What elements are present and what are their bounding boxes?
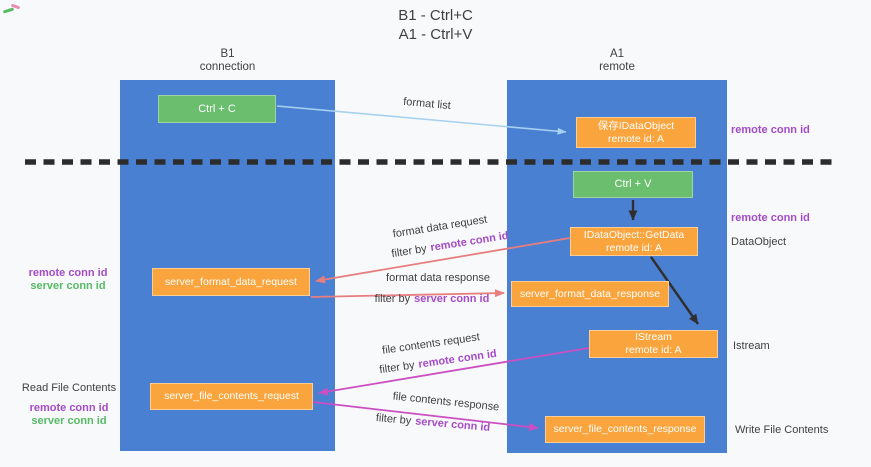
left-conn-id-group-2: remote conn id server conn id bbox=[18, 402, 120, 427]
istream-line1: IStream bbox=[635, 331, 672, 343]
store-dataobject-node: 保存IDataObject remote id: A bbox=[576, 117, 696, 148]
remote-conn-id-label-right: remote conn id bbox=[731, 212, 810, 224]
store-dataobject-line2: remote id: A bbox=[607, 132, 665, 145]
istream-line2: remote id: A bbox=[625, 344, 682, 356]
file-contents-response-arrow bbox=[312, 401, 539, 431]
format-response-label: server_format_data_response bbox=[519, 287, 661, 300]
format-data-request-arrow bbox=[315, 237, 571, 284]
ctrl-c-label: Ctrl + C bbox=[198, 102, 236, 115]
write-file-contents-label: Write File Contents bbox=[735, 424, 829, 436]
left-conn-id-group-1: remote conn id server conn id bbox=[20, 267, 116, 292]
format-list-arrow bbox=[276, 105, 567, 135]
file-contents-request-arrow bbox=[318, 347, 590, 396]
title-line-2: A1 - Ctrl+V bbox=[398, 26, 473, 43]
format-data-response-annotation: format data response bbox=[386, 272, 490, 284]
store-dataobject-line1: 保存IDataObject bbox=[597, 119, 675, 132]
lane-b1-subtitle: connection bbox=[199, 61, 256, 73]
server-format-data-request-node: server_format_data_request bbox=[152, 268, 310, 296]
server-conn-id-text: server conn id bbox=[414, 293, 490, 305]
getdata-line1: IDataObject::GetData bbox=[583, 228, 685, 241]
istream-node: IStream remote id: A bbox=[589, 330, 718, 358]
server-file-contents-request-node: server_file_contents_request bbox=[150, 383, 313, 410]
file-response-label: server_file_contents_response bbox=[553, 423, 697, 435]
lane-a1-title: A1 bbox=[609, 48, 625, 60]
lane-b1-title: B1 bbox=[220, 48, 235, 60]
ctrl-v-label: Ctrl + V bbox=[614, 178, 652, 190]
remote-conn-id-label-top-right: remote conn id bbox=[731, 124, 810, 136]
filter-by-text: filter by bbox=[374, 293, 411, 305]
ctrl-v-node: Ctrl + V bbox=[573, 171, 693, 198]
filter-by-server-conn-id-annotation-1: filter by server conn id bbox=[375, 293, 490, 305]
title-line-1: B1 - Ctrl+C bbox=[398, 7, 473, 24]
getdata-line2: remote id: A bbox=[605, 241, 663, 254]
format-data-response-arrow bbox=[310, 289, 505, 298]
read-file-contents-label: Read File Contents bbox=[21, 382, 117, 394]
server-format-data-response-node: server_format_data_response bbox=[511, 281, 669, 307]
lane-header-a1: A1 remote bbox=[507, 48, 727, 74]
remote-conn-id-label-left-2: remote conn id bbox=[29, 402, 109, 414]
file-request-label: server_file_contents_request bbox=[164, 390, 299, 402]
idataobject-getdata-node: IDataObject::GetData remote id: A bbox=[570, 227, 698, 256]
ctrl-c-node: Ctrl + C bbox=[158, 95, 276, 123]
getdata-to-istream-arrow bbox=[650, 256, 699, 325]
server-conn-id-label-left-2: server conn id bbox=[31, 414, 107, 427]
dataobject-label: DataObject bbox=[731, 236, 787, 248]
format-request-label: server_format_data_request bbox=[165, 275, 297, 288]
lane-header-b1: B1 connection bbox=[120, 48, 335, 74]
remote-conn-id-label-left-1: remote conn id bbox=[28, 267, 108, 279]
istream-side-label: Istream bbox=[733, 340, 770, 352]
lane-a1-subtitle: remote bbox=[599, 61, 635, 73]
server-conn-id-label-left-1: server conn id bbox=[30, 279, 106, 292]
diagram-title: B1 - Ctrl+C A1 - Ctrl+V bbox=[0, 6, 871, 44]
server-file-contents-response-node: server_file_contents_response bbox=[545, 416, 705, 443]
